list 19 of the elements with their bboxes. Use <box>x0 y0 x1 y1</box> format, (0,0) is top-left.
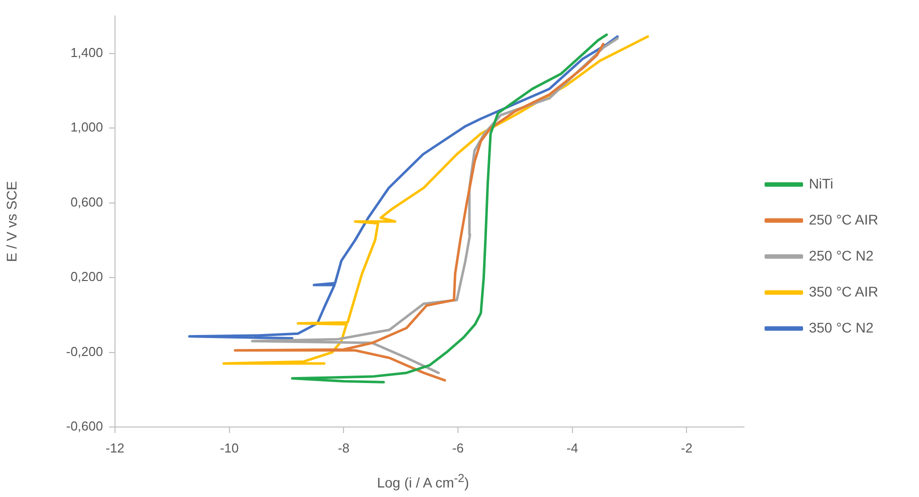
legend-label: 250 °C N2 <box>808 247 874 264</box>
y-tick-label: -0,200 <box>66 344 103 359</box>
y-axis-title: E / V vs SCE <box>3 181 20 262</box>
x-tick-label: -6 <box>452 440 464 456</box>
legend-label: 350 °C N2 <box>808 319 874 336</box>
x-tick-label: -10 <box>220 440 239 456</box>
legend-label: 250 °C AIR <box>808 211 878 228</box>
x-tick-label: -8 <box>338 440 350 456</box>
x-tick-label: -12 <box>106 440 124 456</box>
y-tick-label: 0,600 <box>70 194 103 210</box>
x-tick-label: -2 <box>680 440 692 456</box>
x-axis-title: Log (i / A cm$^{-2}$) <box>376 472 470 491</box>
y-tick-label: 1,400 <box>70 44 103 60</box>
x-tick-label: -4 <box>566 440 578 456</box>
y-tick-label: -0,600 <box>66 418 103 434</box>
y-tick-label: 1,000 <box>70 120 103 135</box>
legend-label: 350 °C AIR <box>808 283 878 300</box>
y-tick-label: 0,200 <box>70 269 103 284</box>
legend-label: NiTi <box>808 175 834 192</box>
